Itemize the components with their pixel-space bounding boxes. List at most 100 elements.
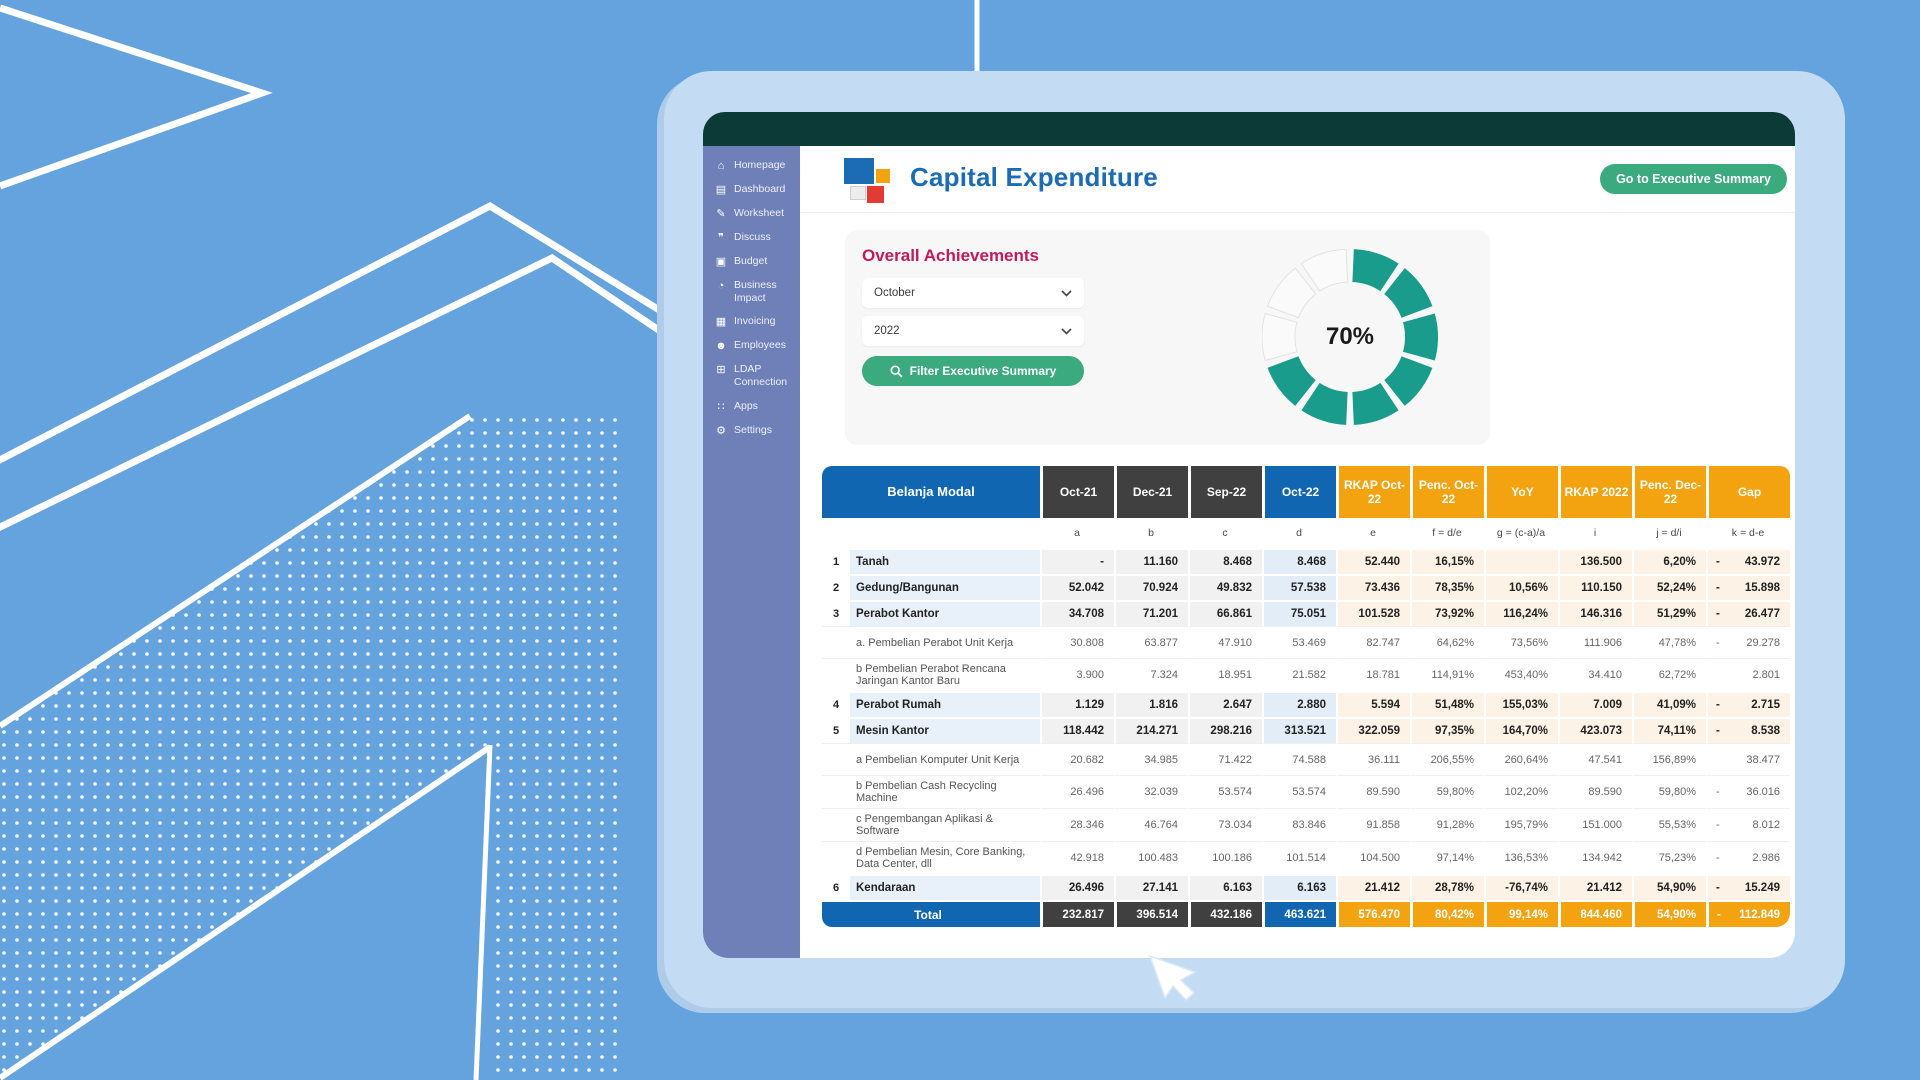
value-cell: 260,64% bbox=[1484, 743, 1558, 775]
filter-executive-summary-button[interactable]: Filter Executive Summary bbox=[862, 356, 1084, 386]
sidebar-item-settings[interactable]: ⚙ Settings bbox=[714, 424, 796, 438]
row-label: Perabot Rumah bbox=[850, 691, 1040, 717]
value-cell: 8.468 bbox=[1262, 548, 1336, 574]
value-cell: 21.412 bbox=[1336, 874, 1410, 900]
sidebar-item-ldap-connection[interactable]: ⊞ LDAP Connection bbox=[714, 363, 796, 389]
row-number bbox=[822, 743, 850, 775]
value-cell: 55,53% bbox=[1632, 808, 1706, 841]
year-select[interactable]: 2022 bbox=[862, 316, 1084, 346]
window-titlebar bbox=[703, 112, 1795, 146]
value-cell: 195,79% bbox=[1484, 808, 1558, 841]
row-number bbox=[822, 775, 850, 808]
gap-value: 15.898 bbox=[1744, 582, 1780, 594]
sidebar-item-worksheet[interactable]: ✎ Worksheet bbox=[714, 207, 796, 221]
value-cell: 156,89% bbox=[1632, 743, 1706, 775]
table-letter-cell: k = d-e bbox=[1706, 518, 1790, 548]
value-cell: 298.216 bbox=[1188, 717, 1262, 743]
app-window: ⌂ Homepage ▤ Dashboard ✎ Worksheet ❞ Discuss ▣ Bu… bbox=[703, 112, 1795, 958]
search-icon bbox=[890, 364, 903, 378]
chevron-down-icon bbox=[1061, 289, 1072, 297]
sidebar-item-label: Apps bbox=[734, 399, 758, 412]
value-cell: 27.141 bbox=[1114, 874, 1188, 900]
gap-cell: 2.801 bbox=[1706, 658, 1790, 691]
gap-value: 2.986 bbox=[1752, 852, 1780, 864]
table-letter-cell: g = (c-a)/a bbox=[1484, 518, 1558, 548]
gap-value: 112.849 bbox=[1739, 908, 1780, 921]
gap-sign: - bbox=[1716, 556, 1720, 568]
value-cell: 136.500 bbox=[1558, 548, 1632, 574]
value-cell: 118.442 bbox=[1040, 717, 1114, 743]
sidebar-item-discuss[interactable]: ❞ Discuss bbox=[714, 231, 796, 245]
value-cell: 63.877 bbox=[1114, 626, 1188, 658]
gap-value: 38.477 bbox=[1746, 753, 1780, 766]
value-cell: 71.201 bbox=[1114, 600, 1188, 626]
go-to-executive-summary-button[interactable]: Go to Executive Summary bbox=[1600, 164, 1787, 194]
total-label: Total bbox=[822, 900, 1040, 927]
value-cell: 51,29% bbox=[1632, 600, 1706, 626]
donut-segment-empty bbox=[1266, 267, 1317, 319]
donut-segment-empty bbox=[1300, 248, 1349, 292]
gap-sign: - bbox=[1716, 882, 1720, 894]
apps-icon: ∷ bbox=[717, 400, 725, 413]
value-cell: 89.590 bbox=[1558, 775, 1632, 808]
value-cell: 70.924 bbox=[1114, 574, 1188, 600]
panel-title: Overall Achievements bbox=[862, 246, 1040, 265]
invoicing-icon: ▦ bbox=[715, 316, 727, 329]
value-cell: 111.906 bbox=[1558, 626, 1632, 658]
value-cell: 32.039 bbox=[1114, 775, 1188, 808]
total-value-cell: 99,14% bbox=[1484, 900, 1558, 927]
table-header-cell: Oct-22 bbox=[1262, 466, 1336, 518]
table-header-cell: Gap bbox=[1706, 466, 1790, 518]
value-cell: 59,80% bbox=[1410, 775, 1484, 808]
sidebar-item-label: Settings bbox=[734, 423, 772, 436]
value-cell: 66.861 bbox=[1188, 600, 1262, 626]
filter-button-label: Filter Executive Summary bbox=[909, 364, 1057, 378]
page-header: Capital Expenditure Go to Executive Summ… bbox=[800, 146, 1795, 213]
main-content: Capital Expenditure Go to Executive Summ… bbox=[800, 146, 1795, 958]
table-header-cell: Penc. Dec-22 bbox=[1632, 466, 1706, 518]
value-cell: 16,15% bbox=[1410, 548, 1484, 574]
gap-value: 2.715 bbox=[1751, 699, 1780, 711]
row-number bbox=[822, 658, 850, 691]
row-number: 3 bbox=[822, 600, 850, 626]
value-cell: 114,91% bbox=[1410, 658, 1484, 691]
row-label: a. Pembelian Perabot Unit Kerja bbox=[850, 626, 1040, 658]
row-number bbox=[822, 808, 850, 841]
sidebar-item-invoicing[interactable]: ▦ Invoicing bbox=[714, 315, 796, 329]
month-select[interactable]: October bbox=[862, 278, 1084, 308]
progress-percent-label: 70% bbox=[1325, 323, 1375, 350]
value-cell: 75.051 bbox=[1262, 600, 1336, 626]
value-cell: 1.816 bbox=[1114, 691, 1188, 717]
value-cell: 30.808 bbox=[1040, 626, 1114, 658]
value-cell: 28.346 bbox=[1040, 808, 1114, 841]
sidebar-item-homepage[interactable]: ⌂ Homepage bbox=[714, 159, 796, 173]
sidebar-item-employees[interactable]: ☻ Employees bbox=[714, 339, 796, 353]
overall-achievements-panel: Overall Achievements October 2022 bbox=[845, 230, 1490, 445]
value-cell: 5.594 bbox=[1336, 691, 1410, 717]
sidebar-item-dashboard[interactable]: ▤ Dashboard bbox=[714, 183, 796, 197]
value-cell: 6,20% bbox=[1632, 548, 1706, 574]
value-cell: 51,48% bbox=[1410, 691, 1484, 717]
table-header-cell: Penc. Oct-22 bbox=[1410, 466, 1484, 518]
sidebar-item-budget[interactable]: ▣ Budget bbox=[714, 255, 796, 269]
sidebar: ⌂ Homepage ▤ Dashboard ✎ Worksheet ❞ Discuss ▣ Bu… bbox=[703, 146, 800, 958]
total-value-cell: 576.470 bbox=[1336, 900, 1410, 927]
ldap-connection-icon: ⊞ bbox=[716, 364, 726, 377]
table-letter-cell: a bbox=[1040, 518, 1114, 548]
row-label: d Pembelian Mesin, Core Banking, Data Ce… bbox=[850, 841, 1040, 874]
donut-segment-filled bbox=[1384, 268, 1433, 318]
year-select-value: 2022 bbox=[874, 325, 900, 337]
total-value-cell: 54,90% bbox=[1632, 900, 1706, 927]
value-cell: 26.496 bbox=[1040, 874, 1114, 900]
gap-cell: - 29.278 bbox=[1706, 626, 1790, 658]
sidebar-item-business-impact[interactable]: ◔ Business Impact bbox=[714, 279, 796, 305]
value-cell: 64,62% bbox=[1410, 626, 1484, 658]
value-cell: 110.150 bbox=[1558, 574, 1632, 600]
value-cell: 75,23% bbox=[1632, 841, 1706, 874]
sidebar-item-apps[interactable]: ∷ Apps bbox=[714, 400, 796, 414]
gap-cell: - 2.715 bbox=[1706, 691, 1790, 717]
value-cell: 146.316 bbox=[1558, 600, 1632, 626]
value-cell: 8.468 bbox=[1188, 548, 1262, 574]
